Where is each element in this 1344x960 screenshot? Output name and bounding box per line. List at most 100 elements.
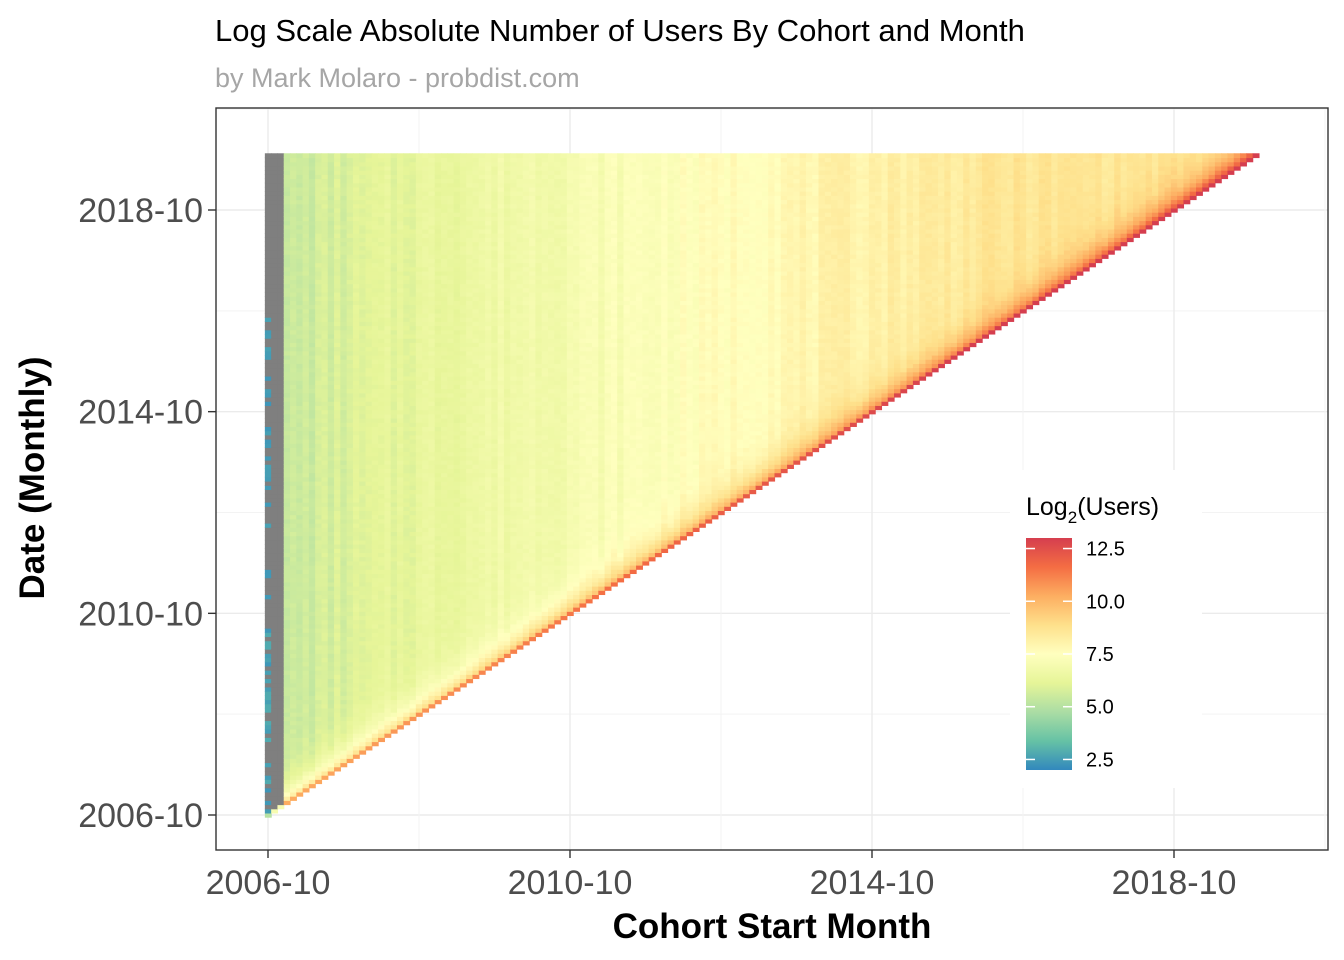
heatmap-cell	[271, 787, 279, 793]
heatmap-cell	[340, 628, 348, 633]
heatmap-cell	[271, 657, 279, 663]
heatmap-cell	[422, 338, 430, 343]
heatmap-cell	[378, 649, 385, 654]
heatmap-cell	[277, 422, 285, 427]
heatmap-cell	[453, 455, 461, 461]
heatmap-cell	[441, 636, 448, 642]
heatmap-cell	[290, 703, 297, 709]
heatmap-cell	[327, 262, 335, 268]
heatmap-cell	[290, 737, 297, 743]
heatmap-cell	[390, 422, 398, 427]
heatmap-cell	[447, 577, 455, 583]
heatmap-cell	[466, 401, 474, 406]
heatmap-cell	[302, 296, 310, 301]
heatmap-cell	[478, 506, 486, 511]
heatmap-cell	[346, 707, 354, 713]
heatmap-cell	[441, 199, 448, 205]
heatmap-cell	[428, 396, 436, 402]
heatmap-cell	[478, 262, 486, 268]
heatmap-cell	[390, 443, 398, 448]
heatmap-cell	[352, 195, 360, 201]
heatmap-cell	[271, 300, 279, 306]
heatmap-cell	[472, 275, 480, 280]
heatmap-cell	[346, 245, 354, 251]
heatmap-cell	[346, 249, 354, 255]
heatmap-cell	[403, 405, 411, 411]
heatmap-cell	[327, 636, 335, 642]
heatmap-cell	[447, 611, 455, 617]
heatmap-cell	[308, 241, 316, 247]
heatmap-cell	[296, 392, 304, 398]
heatmap-cell	[315, 392, 323, 398]
heatmap-cell	[327, 480, 335, 486]
heatmap-cell	[378, 308, 385, 314]
heatmap-cell	[334, 476, 341, 482]
heatmap-cell	[472, 375, 480, 381]
heatmap-cell	[384, 354, 392, 360]
heatmap-cell	[409, 212, 417, 217]
heatmap-cell	[352, 594, 360, 600]
heatmap-cell	[296, 300, 304, 306]
heatmap-cell	[403, 577, 411, 583]
heatmap-cell	[327, 270, 335, 276]
heatmap-cell	[327, 472, 335, 478]
heatmap-cell	[334, 569, 341, 575]
heatmap-cell	[283, 233, 291, 238]
heatmap-cell	[315, 174, 323, 180]
heatmap-cell	[466, 577, 474, 583]
heatmap-cell	[346, 451, 354, 457]
heatmap-cell	[447, 476, 455, 482]
heatmap-cell	[378, 661, 385, 667]
heatmap-cell	[308, 170, 316, 175]
heatmap-cell	[403, 581, 411, 587]
heatmap-cell	[352, 350, 360, 356]
heatmap-cell	[396, 485, 404, 490]
heatmap-cell	[466, 472, 474, 478]
heatmap-cell	[321, 695, 329, 701]
heatmap-cell	[466, 531, 474, 537]
heatmap-cell	[302, 195, 310, 201]
heatmap-cell	[472, 203, 480, 209]
heatmap-cell	[308, 649, 316, 654]
heatmap-cell	[365, 535, 373, 541]
heatmap-cell	[359, 472, 367, 478]
heatmap-cell	[441, 678, 448, 684]
heatmap-cell	[441, 275, 448, 280]
heatmap-cell	[334, 464, 341, 469]
heatmap-cell	[396, 548, 404, 554]
heatmap-cell	[485, 640, 492, 646]
heatmap-cell	[390, 153, 398, 159]
heatmap-cell	[478, 556, 486, 562]
heatmap-cell	[472, 514, 480, 520]
heatmap-cell	[308, 308, 316, 314]
heatmap-cell	[334, 241, 341, 247]
heatmap-cell	[371, 644, 379, 650]
heatmap-cell	[334, 329, 341, 335]
heatmap-cell	[340, 182, 348, 188]
heatmap-cell	[277, 388, 285, 394]
heatmap-cell	[346, 392, 354, 398]
heatmap-cell	[359, 565, 367, 570]
heatmap-cell	[365, 636, 373, 642]
heatmap-cell	[390, 459, 398, 465]
heatmap-cell	[428, 493, 436, 499]
heatmap-cell	[334, 695, 341, 701]
heatmap-cell	[459, 527, 467, 532]
heatmap-cell	[478, 573, 486, 579]
heatmap-cell	[308, 745, 316, 751]
heatmap-cell	[365, 308, 373, 314]
heatmap-cell	[422, 644, 430, 650]
heatmap-cell	[403, 472, 411, 478]
heatmap-cell	[283, 800, 291, 806]
heatmap-cell	[365, 245, 373, 251]
heatmap-cell	[390, 518, 398, 524]
heatmap-cell	[346, 737, 354, 743]
heatmap-cell	[327, 157, 335, 163]
heatmap-cell	[434, 590, 442, 596]
heatmap-cell	[403, 354, 411, 360]
heatmap-cell	[321, 312, 329, 318]
heatmap-cell	[453, 417, 461, 423]
heatmap-cell	[264, 233, 272, 238]
heatmap-cell	[340, 401, 348, 406]
heatmap-cell	[352, 241, 360, 247]
